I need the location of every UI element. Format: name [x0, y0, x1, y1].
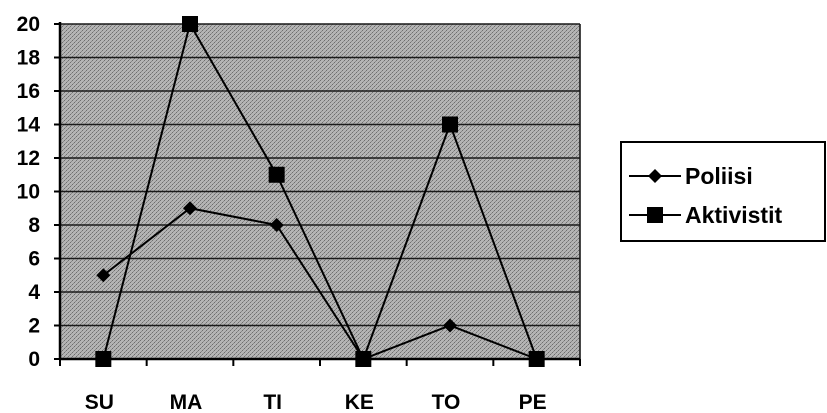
y-tick-label: 10 — [17, 181, 40, 204]
series-line-aktivistit — [102, 21, 538, 362]
data-point-aktivistit — [355, 351, 372, 367]
data-point-aktivistit — [442, 116, 458, 133]
x-tick-label: TI — [263, 391, 282, 413]
y-tick-label: 14 — [17, 114, 41, 137]
y-tick-label: 2 — [28, 315, 40, 338]
y-tick-label: 16 — [17, 80, 40, 103]
axes — [54, 22, 581, 366]
series-lines — [95, 16, 545, 367]
legend-box — [620, 141, 826, 242]
y-tick-label: 18 — [17, 47, 41, 70]
x-tick-label: KE — [345, 391, 374, 413]
y-tick-label: 6 — [28, 248, 40, 271]
data-point-poliisi — [96, 268, 111, 283]
y-tick-label: 20 — [17, 13, 40, 36]
data-point-poliisi — [443, 318, 457, 333]
y-tick-label: 8 — [28, 214, 40, 237]
series-line-poliisi — [102, 207, 538, 361]
legend-marker-poliisi — [648, 169, 662, 183]
data-point-aktivistit — [528, 351, 545, 367]
x-tick-label: PE — [519, 391, 547, 413]
y-tick-label: 0 — [28, 348, 40, 371]
x-tick-label: MA — [170, 391, 203, 413]
x-tick-label: TO — [432, 391, 461, 413]
legend-label-poliisi: Poliisi — [685, 163, 753, 189]
x-tick-labels: SU MA TI KE TO PE — [85, 391, 547, 413]
y-tick-label: 4 — [28, 281, 40, 304]
legend-label-aktivistit: Aktivistit — [685, 202, 782, 228]
data-point-aktivistit — [95, 351, 112, 367]
data-point-poliisi — [183, 201, 197, 216]
legend: Poliisi Aktivistit — [620, 141, 826, 242]
x-tick-label: SU — [85, 391, 114, 413]
legend-marker-aktivistit — [647, 207, 663, 223]
data-point-poliisi — [269, 218, 284, 232]
data-point-aktivistit — [268, 166, 285, 183]
y-tick-label: 12 — [17, 147, 40, 170]
y-tick-labels: 0 2 4 6 8 10 12 14 16 18 20 — [17, 13, 41, 371]
data-point-aktivistit — [182, 16, 198, 32]
